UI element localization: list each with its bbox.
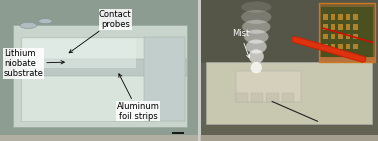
FancyBboxPatch shape (0, 39, 199, 141)
Text: Contact
probes: Contact probes (69, 10, 132, 53)
FancyBboxPatch shape (13, 25, 187, 127)
FancyBboxPatch shape (338, 44, 343, 49)
FancyBboxPatch shape (321, 7, 373, 58)
Text: Aluminum
foil strips: Aluminum foil strips (116, 74, 160, 121)
FancyBboxPatch shape (353, 14, 358, 20)
FancyBboxPatch shape (346, 34, 350, 39)
Ellipse shape (251, 62, 262, 73)
FancyBboxPatch shape (353, 24, 358, 30)
FancyBboxPatch shape (346, 44, 350, 49)
FancyBboxPatch shape (331, 44, 335, 49)
Ellipse shape (244, 30, 268, 44)
Ellipse shape (249, 49, 264, 63)
FancyBboxPatch shape (201, 0, 378, 141)
FancyBboxPatch shape (323, 34, 328, 39)
FancyBboxPatch shape (353, 34, 358, 39)
Circle shape (39, 19, 52, 24)
FancyBboxPatch shape (319, 3, 375, 62)
FancyBboxPatch shape (331, 34, 335, 39)
Ellipse shape (241, 1, 271, 13)
FancyBboxPatch shape (144, 37, 185, 121)
Ellipse shape (246, 39, 266, 54)
FancyBboxPatch shape (0, 0, 199, 141)
FancyBboxPatch shape (346, 24, 350, 30)
FancyBboxPatch shape (282, 93, 294, 102)
FancyBboxPatch shape (206, 62, 372, 124)
Ellipse shape (242, 20, 271, 34)
FancyBboxPatch shape (23, 39, 136, 68)
FancyBboxPatch shape (0, 135, 378, 141)
Text: Mist: Mist (232, 29, 250, 58)
FancyBboxPatch shape (323, 44, 328, 49)
Ellipse shape (241, 10, 271, 24)
FancyBboxPatch shape (251, 93, 263, 102)
FancyBboxPatch shape (236, 70, 301, 102)
FancyBboxPatch shape (331, 14, 335, 20)
FancyBboxPatch shape (21, 37, 153, 121)
Circle shape (20, 22, 37, 28)
FancyBboxPatch shape (338, 34, 343, 39)
FancyBboxPatch shape (236, 93, 248, 102)
FancyBboxPatch shape (201, 63, 378, 141)
FancyBboxPatch shape (319, 57, 375, 62)
FancyBboxPatch shape (323, 24, 328, 30)
FancyBboxPatch shape (331, 24, 335, 30)
FancyBboxPatch shape (346, 14, 350, 20)
FancyBboxPatch shape (338, 24, 343, 30)
Text: Lithium
niobate
substrate: Lithium niobate substrate (4, 49, 64, 78)
FancyBboxPatch shape (266, 93, 279, 102)
FancyBboxPatch shape (323, 14, 328, 20)
FancyBboxPatch shape (13, 59, 187, 76)
FancyBboxPatch shape (353, 44, 358, 49)
FancyBboxPatch shape (338, 14, 343, 20)
